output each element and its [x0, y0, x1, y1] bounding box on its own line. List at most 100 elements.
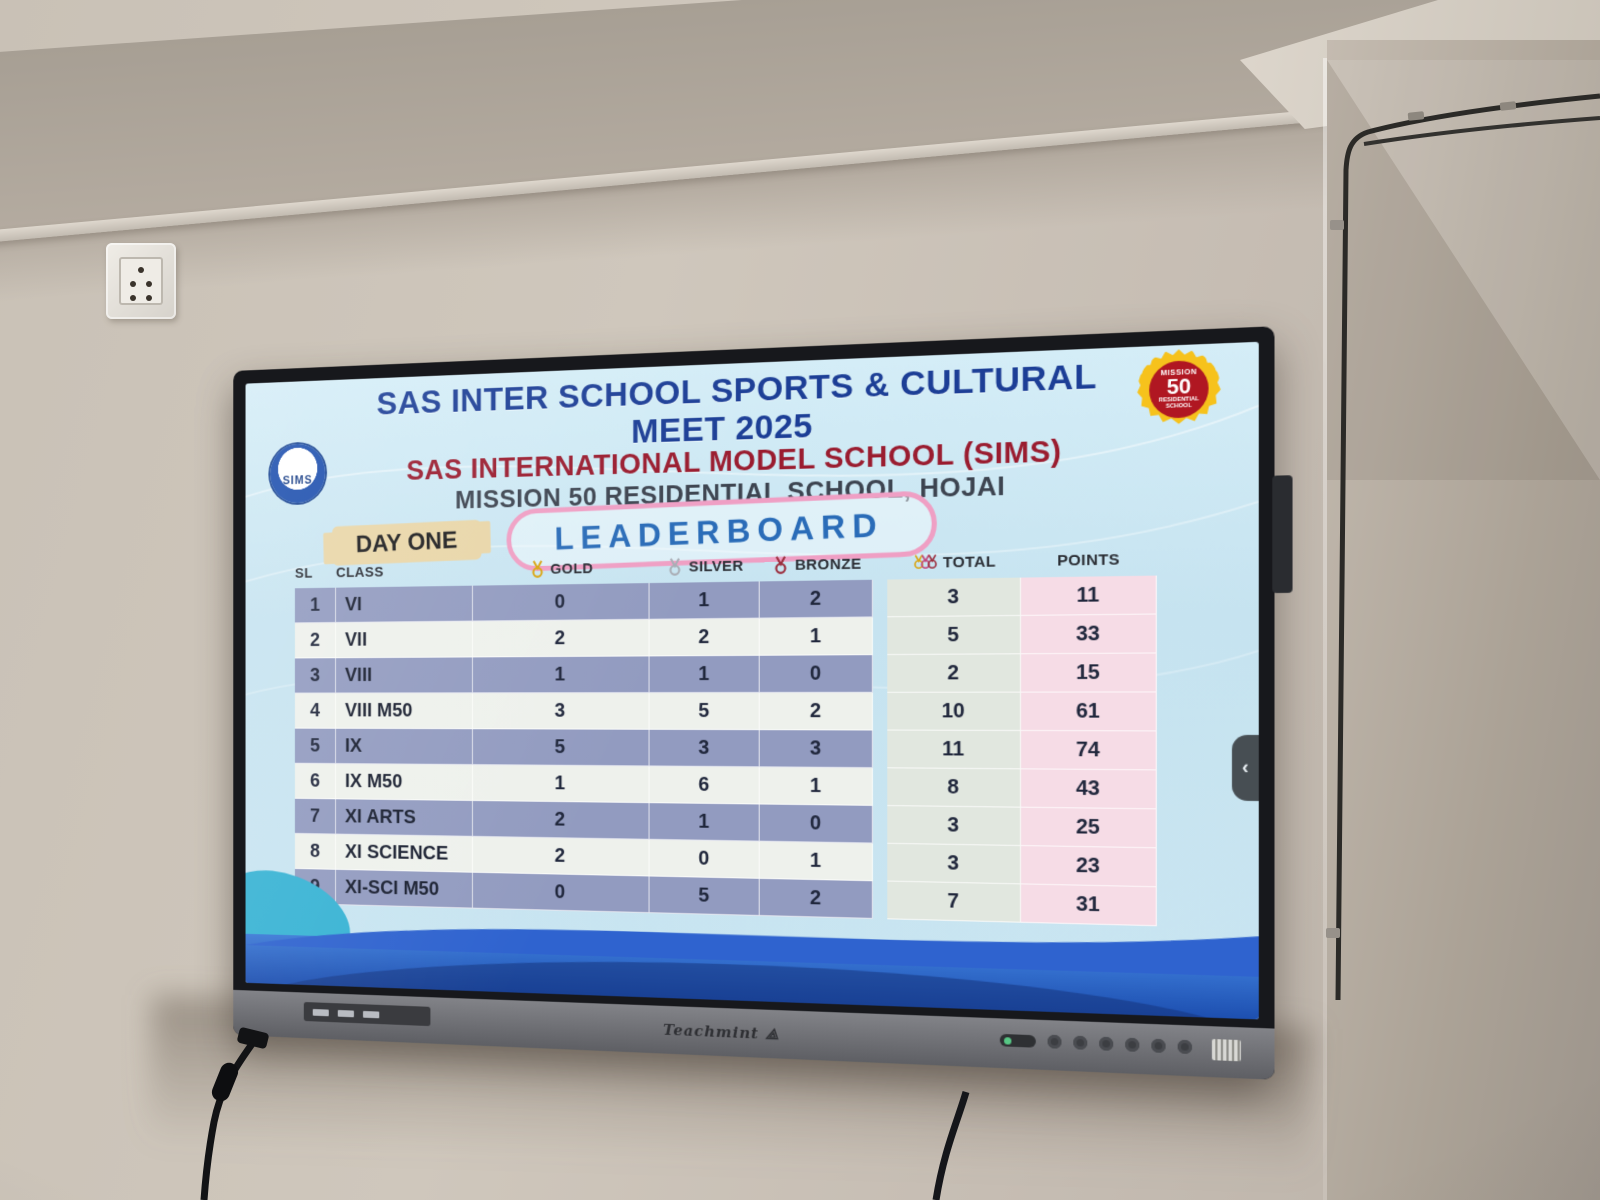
cell-class: VII: [335, 621, 473, 659]
header-total: TOTAL: [887, 551, 1021, 574]
header-class: CLASS: [335, 563, 384, 581]
cell-silver: 6: [649, 766, 760, 805]
cell-bronze: 1: [759, 767, 873, 806]
cell-sl: 3: [294, 658, 336, 694]
brand-label: Teachmint: [663, 1020, 759, 1043]
cell-silver: 3: [649, 729, 760, 768]
cell-total: 8: [887, 768, 1021, 808]
cell-points: 15: [1020, 653, 1157, 693]
cell-spacer: [873, 806, 887, 844]
cell-class: XI SCIENCE: [335, 834, 473, 873]
interactive-flat-panel: SAS INTER SCHOOL SPORTS & CULTURAL MEET …: [233, 326, 1293, 1080]
cell-points: 33: [1020, 614, 1157, 655]
cell-gold: 1: [472, 765, 650, 804]
cell-bronze: 2: [759, 878, 873, 919]
cell-points: 31: [1020, 884, 1157, 927]
silver-medal-icon: [665, 557, 685, 577]
gold-label: GOLD: [550, 559, 594, 578]
cell-gold: 2: [472, 836, 650, 877]
cell-points: 43: [1020, 769, 1157, 810]
header-gold: GOLD: [473, 557, 650, 580]
cell-bronze: 1: [759, 841, 873, 882]
qr-code-sticker: [1211, 1038, 1241, 1062]
cell-silver: 1: [649, 581, 760, 620]
wall-mount-bracket: [1272, 475, 1293, 594]
header-bronze: BRONZE: [760, 553, 873, 575]
cell-bronze: 0: [759, 804, 873, 844]
cell-bronze: 2: [759, 579, 873, 619]
cell-total: 7: [887, 881, 1021, 923]
control-button-1[interactable]: [1047, 1034, 1062, 1049]
display-screen: SAS INTER SCHOOL SPORTS & CULTURAL MEET …: [245, 341, 1259, 1020]
gold-medal-icon: [528, 559, 547, 579]
cell-sl: 4: [294, 693, 336, 729]
cell-bronze: 2: [759, 692, 873, 731]
cell-points: 25: [1020, 807, 1157, 849]
cell-bronze: 1: [759, 617, 873, 656]
cell-total: 3: [887, 843, 1021, 885]
cell-spacer: [873, 730, 887, 768]
cell-silver: 2: [649, 618, 760, 657]
control-button-4[interactable]: [1125, 1037, 1140, 1052]
cell-class: XI ARTS: [335, 799, 473, 837]
cell-sl: 8: [294, 833, 336, 870]
cell-points: 61: [1020, 692, 1157, 732]
cell-points: 23: [1020, 846, 1157, 888]
mission50-number: 50: [1166, 375, 1192, 400]
cell-gold: 3: [472, 693, 650, 730]
socket-plate: [119, 257, 163, 305]
control-button-3[interactable]: [1099, 1036, 1114, 1051]
cell-gold: 2: [472, 619, 650, 658]
cell-points: 74: [1020, 730, 1157, 771]
cell-class: XI-SCI M50: [335, 869, 473, 909]
header-points: POINTS: [1057, 550, 1120, 570]
mission50-bottom-text: RESIDENTIAL SCHOOL: [1158, 396, 1200, 410]
cell-class: VIII: [335, 657, 473, 694]
cell-sl: 5: [294, 728, 336, 764]
bronze-medal-icon: [771, 555, 791, 575]
cell-sl: 2: [294, 622, 336, 659]
cell-silver: 5: [649, 692, 760, 731]
cell-sl: 6: [294, 763, 336, 800]
sidebar-toggle-tab[interactable]: ‹: [1231, 734, 1259, 801]
control-button-2[interactable]: [1073, 1035, 1088, 1050]
table-row: 2 VII 2 2 1 5 33: [294, 614, 1157, 659]
cell-class: VI: [335, 585, 473, 623]
cell-points: 11: [1020, 575, 1157, 616]
control-button-6[interactable]: [1177, 1039, 1193, 1055]
cell-total: 10: [887, 692, 1021, 731]
mission50-badge-center: MISSION 50 RESIDENTIAL SCHOOL: [1149, 360, 1208, 419]
table-row: 3 VIII 1 1 0 2 15: [294, 653, 1157, 694]
cell-class: VIII M50: [335, 693, 473, 730]
cell-total: 3: [887, 806, 1021, 847]
bronze-label: BRONZE: [794, 555, 862, 574]
chevron-left-icon: ‹: [1241, 756, 1249, 778]
cell-class: IX M50: [335, 763, 473, 801]
cell-gold: 0: [472, 872, 650, 914]
cell-gold: 5: [472, 729, 650, 767]
wall-corner-edge: [1323, 58, 1327, 1200]
control-button-5[interactable]: [1151, 1038, 1166, 1053]
cell-spacer: [873, 693, 887, 731]
cell-bronze: 3: [759, 730, 873, 769]
cell-spacer: [873, 617, 887, 655]
silver-label: SILVER: [688, 557, 744, 576]
cell-silver: 1: [649, 803, 760, 842]
cell-total: 2: [887, 654, 1021, 693]
cell-total: 3: [887, 577, 1021, 618]
header-silver: SILVER: [650, 555, 760, 577]
total-medals-icon: [912, 552, 939, 573]
table-body: 1 VI 0 1 2 3 11 2 VII 2 2 1 5 33 3 VIII …: [294, 575, 1157, 927]
cell-silver: 5: [649, 876, 760, 916]
cell-spacer: [873, 580, 887, 618]
cell-total: 11: [887, 730, 1021, 770]
cell-sl: 1: [294, 587, 336, 624]
power-indicator-slider[interactable]: [999, 1033, 1036, 1048]
cell-silver: 1: [649, 655, 760, 694]
cell-silver: 0: [649, 839, 760, 879]
cell-spacer: [873, 655, 887, 693]
cell-spacer: [873, 881, 887, 919]
cell-gold: 0: [472, 583, 650, 622]
cell-gold: 2: [472, 800, 650, 840]
